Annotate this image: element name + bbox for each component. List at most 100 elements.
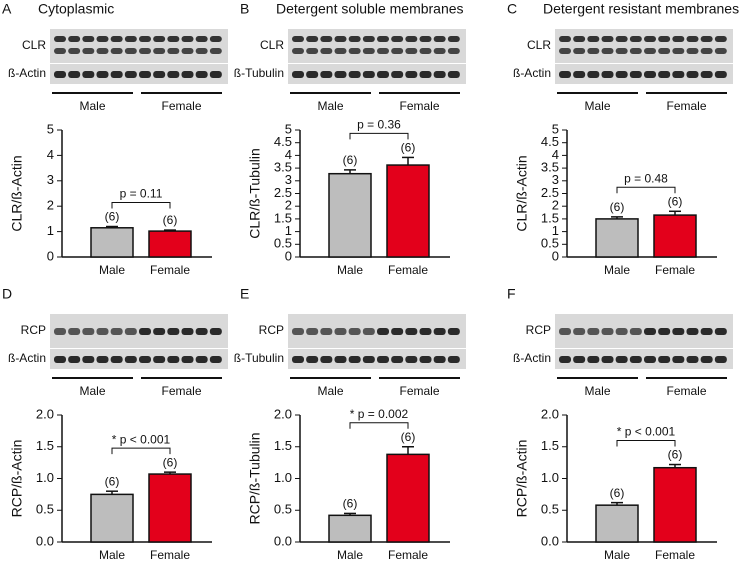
y-tick-label: 4 bbox=[47, 147, 54, 162]
bracket bbox=[111, 447, 171, 455]
blot-band bbox=[587, 71, 600, 78]
blot-band bbox=[124, 48, 137, 54]
blot-band bbox=[139, 48, 151, 54]
y-tick-label: 1 bbox=[47, 223, 54, 238]
blot-band bbox=[658, 36, 671, 42]
blot-band bbox=[306, 36, 319, 42]
n-label: (6) bbox=[610, 200, 625, 214]
y-tick-label: 0.0 bbox=[36, 533, 54, 548]
blot-band bbox=[348, 71, 361, 78]
blot-band bbox=[195, 71, 208, 78]
blot-band bbox=[362, 48, 375, 54]
bar bbox=[386, 453, 430, 543]
blot-band bbox=[110, 328, 123, 335]
y-axis-label: RCP/ß-Actin bbox=[514, 440, 530, 518]
y-tick-label: 3 bbox=[47, 172, 54, 187]
blot-band bbox=[334, 36, 347, 42]
blot-band bbox=[658, 71, 671, 78]
blot-band bbox=[559, 71, 571, 78]
blot-band bbox=[181, 48, 194, 54]
y-tick-label: 0 bbox=[285, 248, 292, 263]
bar bbox=[595, 504, 639, 543]
blot-band bbox=[320, 36, 333, 42]
y-tick-label: 2.5 bbox=[274, 185, 292, 200]
y-tick-label: 2.0 bbox=[541, 406, 559, 421]
bar bbox=[328, 514, 372, 543]
blot-band bbox=[391, 356, 404, 363]
bar bbox=[148, 230, 192, 258]
blot-band bbox=[181, 71, 194, 78]
bar bbox=[328, 172, 372, 258]
blot-band bbox=[320, 356, 333, 363]
p-value: p = 0.36 bbox=[357, 118, 401, 132]
blot-band bbox=[82, 328, 95, 335]
blot-band bbox=[82, 71, 95, 78]
y-tick-label: 4 bbox=[285, 147, 292, 162]
blot-band bbox=[209, 48, 222, 54]
blot-band bbox=[559, 36, 571, 42]
blot-band bbox=[686, 328, 699, 335]
panel-letter: E bbox=[240, 286, 249, 302]
blot-band bbox=[306, 356, 319, 363]
blot-band bbox=[139, 36, 151, 42]
blot-band bbox=[700, 356, 713, 363]
blot-band bbox=[68, 328, 81, 335]
n-label: (6) bbox=[401, 141, 416, 155]
y-tick-label: 2 bbox=[285, 198, 292, 213]
blot-band bbox=[644, 356, 656, 363]
blot-band bbox=[209, 356, 222, 363]
blot-label: CLR bbox=[22, 38, 46, 52]
blot-band bbox=[672, 356, 685, 363]
blot-band bbox=[292, 356, 304, 363]
blot-band bbox=[391, 48, 404, 54]
blot-band bbox=[96, 71, 109, 78]
blot-band bbox=[405, 328, 418, 335]
blot-band bbox=[559, 48, 571, 54]
blot-band bbox=[419, 36, 432, 42]
blot-band bbox=[433, 36, 446, 42]
blot-band bbox=[587, 328, 600, 335]
n-label: (6) bbox=[343, 153, 358, 167]
blot-band bbox=[686, 36, 699, 42]
blot-label: ß-Actin bbox=[513, 351, 551, 365]
blot-label: ß-Actin bbox=[8, 66, 46, 80]
blot-band bbox=[405, 48, 418, 54]
group-label: Female bbox=[399, 384, 439, 398]
bracket bbox=[349, 132, 409, 140]
x-tick-label: Female bbox=[655, 263, 695, 277]
blot-band bbox=[82, 356, 95, 363]
blot-band bbox=[82, 36, 95, 42]
bracket bbox=[616, 186, 676, 194]
blot-label: CLR bbox=[260, 38, 284, 52]
blot-band bbox=[377, 48, 389, 54]
blot-band bbox=[167, 36, 180, 42]
y-tick-label: 3 bbox=[552, 172, 559, 187]
blot-band bbox=[124, 328, 137, 335]
blot-band bbox=[110, 356, 123, 363]
blot-band bbox=[348, 356, 361, 363]
bar bbox=[595, 218, 639, 258]
blot-band bbox=[68, 356, 81, 363]
blot-band bbox=[195, 48, 208, 54]
blot-band bbox=[658, 328, 671, 335]
blot-label: ß-Tubulin bbox=[234, 66, 284, 80]
blot-band bbox=[292, 36, 304, 42]
y-tick-label: 1.5 bbox=[541, 210, 559, 225]
blot-band bbox=[447, 48, 460, 54]
blot-band bbox=[139, 328, 151, 335]
group-label: Male bbox=[317, 99, 343, 113]
blot-band bbox=[644, 48, 656, 54]
blot-band bbox=[587, 36, 600, 42]
n-label: (6) bbox=[610, 486, 625, 500]
blot-band bbox=[391, 328, 404, 335]
blot-band bbox=[629, 356, 642, 363]
blot-band bbox=[714, 356, 727, 363]
y-tick-label: 0.5 bbox=[274, 236, 292, 251]
x-tick-label: Male bbox=[337, 263, 363, 277]
blot-band bbox=[573, 36, 586, 42]
blot-band bbox=[334, 71, 347, 78]
y-tick-label: 5 bbox=[552, 121, 559, 136]
group-label: Male bbox=[79, 99, 105, 113]
y-tick-label: 0.5 bbox=[541, 236, 559, 251]
panel-letter: F bbox=[507, 286, 516, 302]
